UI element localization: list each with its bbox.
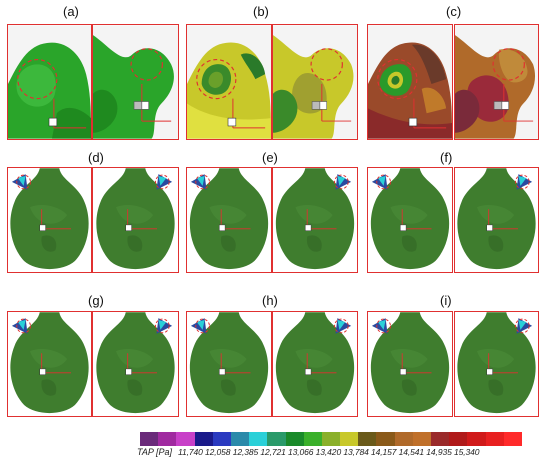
panel-label-b: (b) xyxy=(253,4,269,19)
colorbar-swatch xyxy=(303,432,322,446)
panel-label-c: (c) xyxy=(446,4,462,19)
colorbar-swatch xyxy=(267,432,286,446)
panel-label-a: (a) xyxy=(63,4,79,19)
panel-label-g: (g) xyxy=(88,293,104,308)
frame-g-right xyxy=(92,311,179,417)
frame-h-left xyxy=(186,311,272,417)
colorbar-swatch xyxy=(176,432,195,446)
frame-e-left xyxy=(186,167,272,273)
colorbar-swatch xyxy=(249,432,268,446)
vessel-render-e-right xyxy=(273,168,357,272)
legend-values: 11,740 12,058 12,385 12,721 13,066 13,42… xyxy=(178,447,480,457)
vessel-render-e-left xyxy=(187,168,271,272)
aneurysm-render-c-right xyxy=(455,25,538,139)
vessel-render-f-left xyxy=(368,168,452,272)
frame-a-right xyxy=(92,24,179,140)
colorbar-swatch xyxy=(194,432,213,446)
colorbar-swatch xyxy=(485,432,504,446)
frame-f-right xyxy=(454,167,539,273)
aneurysm-render-b-left xyxy=(187,25,271,139)
frame-a-left xyxy=(7,24,92,140)
colorbar-swatch xyxy=(230,432,250,446)
frame-f-left xyxy=(367,167,453,273)
colorbar-swatch xyxy=(412,432,431,446)
vessel-render-h-right xyxy=(273,312,357,416)
vessel-render-f-right xyxy=(455,168,538,272)
aneurysm-render-b-right xyxy=(273,25,357,139)
panel-label-h: (h) xyxy=(262,293,278,308)
vessel-render-d-right xyxy=(93,168,178,272)
aneurysm-render-a-left xyxy=(8,25,91,139)
colorbar-swatch xyxy=(285,432,304,446)
colorbar-swatch xyxy=(449,432,468,446)
aneurysm-render-a-right xyxy=(93,25,178,139)
panel-label-i: (i) xyxy=(440,293,452,308)
colorbar-swatch xyxy=(340,432,359,446)
colorbar-swatch xyxy=(503,432,522,446)
frame-i-right xyxy=(454,311,539,417)
vessel-render-i-left xyxy=(368,312,452,416)
vessel-render-d-left xyxy=(8,168,91,272)
colorbar-swatch xyxy=(431,432,450,446)
frame-b-right xyxy=(272,24,358,140)
frame-e-right xyxy=(272,167,358,273)
colorbar-swatch xyxy=(358,432,377,446)
aneurysm-render-c-left xyxy=(368,25,452,139)
colorbar-swatch xyxy=(467,432,486,446)
frame-c-left xyxy=(367,24,453,140)
frame-d-left xyxy=(7,167,92,273)
panel-label-e: (e) xyxy=(262,150,278,165)
frame-h-right xyxy=(272,311,358,417)
legend-title: TAP [Pa] xyxy=(137,447,173,457)
colorbar-swatch xyxy=(140,432,159,446)
colorbar-swatch xyxy=(394,432,413,446)
panel-label-f: (f) xyxy=(440,150,453,165)
frame-b-left xyxy=(186,24,272,140)
vessel-render-g-left xyxy=(8,312,91,416)
frame-g-left xyxy=(7,311,92,417)
vessel-render-i-right xyxy=(455,312,538,416)
panel-label-d: (d) xyxy=(88,150,104,165)
vessel-render-g-right xyxy=(93,312,178,416)
colorbar-swatch xyxy=(376,432,395,446)
frame-d-right xyxy=(92,167,179,273)
colorbar-swatch xyxy=(158,432,177,446)
vessel-render-h-left xyxy=(187,312,271,416)
colorbar-swatch xyxy=(212,432,231,446)
colorbar-swatch xyxy=(321,432,341,446)
frame-i-left xyxy=(367,311,453,417)
frame-c-right xyxy=(454,24,539,140)
colorbar xyxy=(140,432,522,446)
